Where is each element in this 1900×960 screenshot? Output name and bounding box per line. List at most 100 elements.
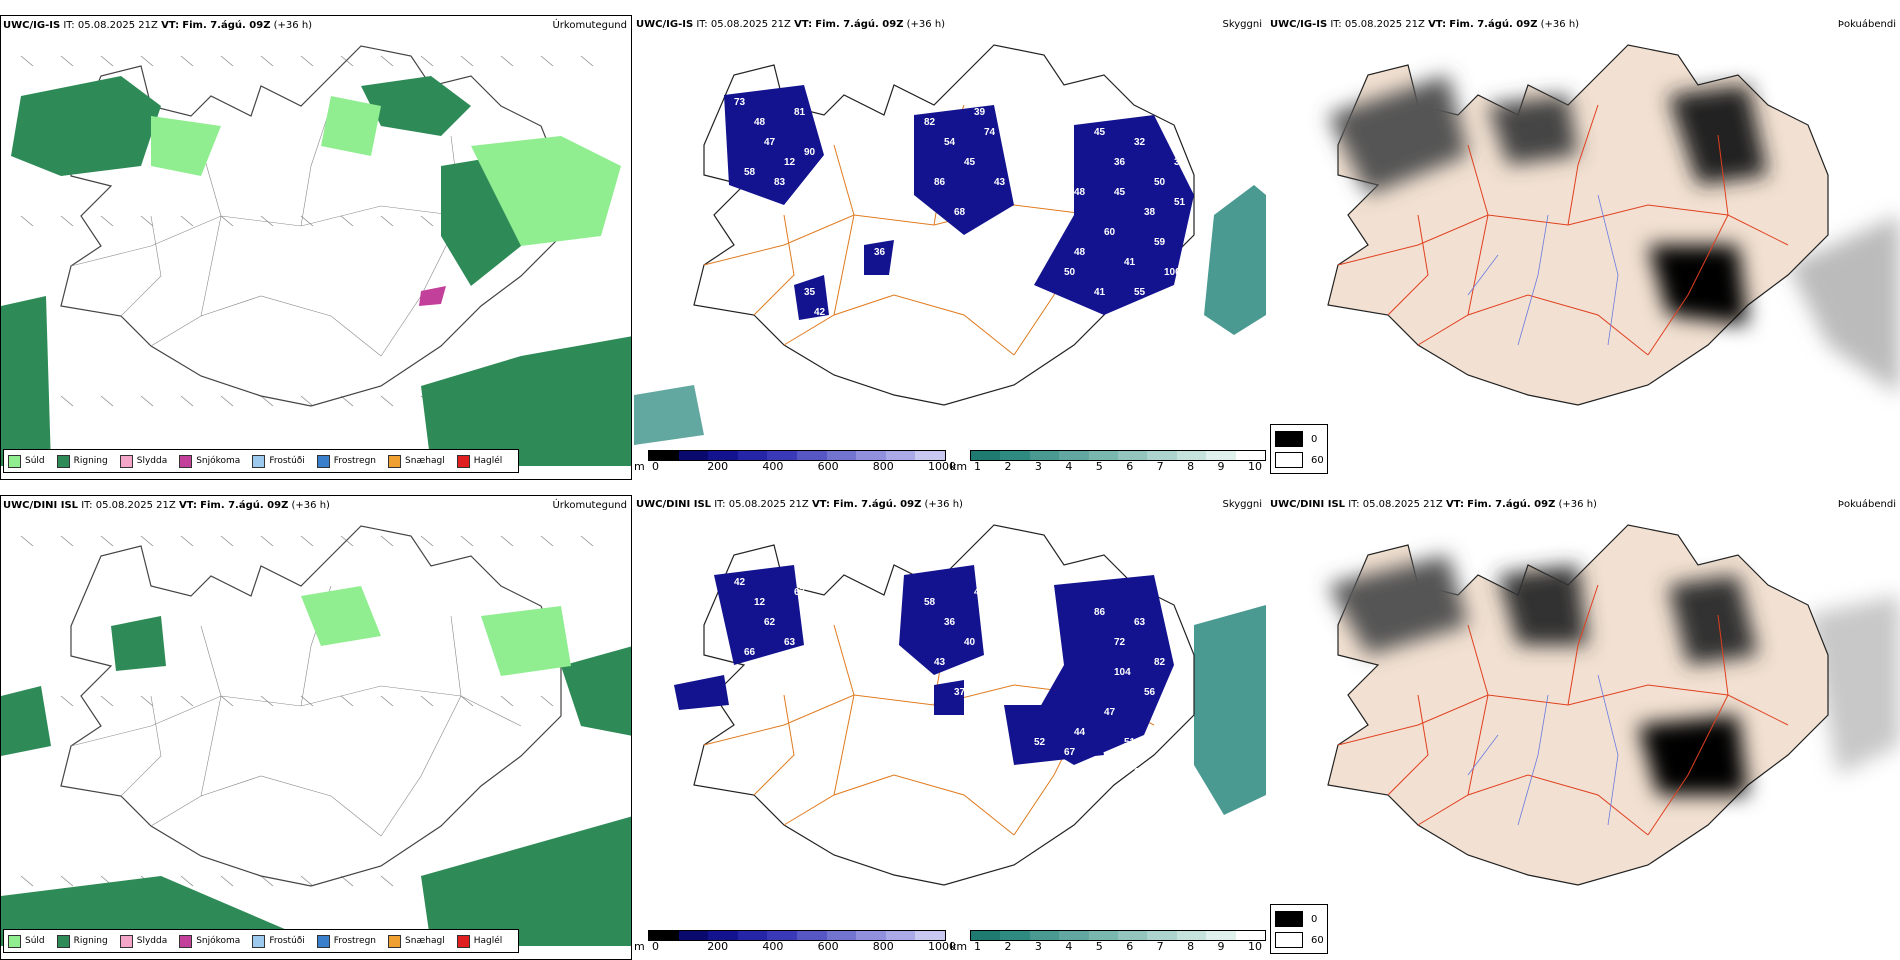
legend-item: Slydda [119,454,167,468]
colorbar-tick: 600 [817,940,839,953]
cloud-base-label: 100 [1164,267,1181,278]
colorbar-tick: 2 [1004,940,1012,953]
visibility-colorbar: km 1 2 3 4 5 6 7 8 9 10 [950,930,1266,956]
cloud-base-label: 52 [1034,737,1046,748]
cloud-base-label: 45 [964,157,976,168]
legend-swatch [252,934,266,948]
legend-label: Súld [25,936,45,946]
legend-swatch [179,934,193,948]
legend-label: Rigning [73,936,108,946]
cloud-base-label: 63 [1134,617,1146,628]
cloud-base-label: 73 [734,97,746,108]
legend-item: Súld [8,454,45,468]
legend-label: Rigning [73,456,108,466]
cloud-base-label: 42 [804,627,816,638]
cloud-base-label: 41 [1094,287,1106,298]
cloud-base-label: 43 [934,657,946,668]
legend-label: Frostregn [333,456,377,466]
colorbar-tick: 8 [1187,460,1195,473]
fog-legend: 0 60 [1270,904,1328,954]
panel-title: Þokuábendi [1837,499,1896,510]
cloud-base-label: 104 [1134,767,1151,778]
legend-item: Frostúði [252,934,305,948]
cloud-colorbar: m 0 200 400 600 800 1000 [634,930,956,956]
fog-map-ig: UWC/IG-IS IT: 05.08.2025 21Z VT: Fim. 7.… [1268,15,1900,480]
fog-indicator-map [1327,524,1900,886]
colorbar-tick: 4 [1065,940,1073,953]
legend-label: Snæhagl [405,936,445,946]
rain-areas [1,586,631,946]
legend-swatch [56,934,70,948]
panel-header: UWC/IG-IS IT: 05.08.2025 21Z VT: Fim. 7.… [636,19,946,30]
cloud-base-label: 38 [1144,207,1156,218]
legend-item: Slydda [119,934,167,948]
cloud-base-label: 12 [784,157,796,168]
cloud-base-label: 81 [994,257,1006,268]
precip-legend: Súld Rigning Slydda Snjókoma Frostúði Frostre… [3,449,520,473]
colorbar-tick: 5 [1095,460,1103,473]
panel-header: UWC/IG-IS IT: 05.08.2025 21Z VT: Fim. 7.… [3,20,313,31]
cloud-base-label: 36 [1114,157,1126,168]
cloud-base-label: 39 [974,107,986,118]
cloud-base-label: 48 [774,657,786,668]
legend-item: Frostregn [316,454,377,468]
cloud-base-label: 36 [874,247,886,258]
cloud-base-label: 50 [1064,267,1076,278]
cloud-base-label: 51 [1174,197,1186,208]
cloud-base-label: 82 [1154,657,1166,668]
panel-header: UWC/DINI ISL IT: 05.08.2025 21Z VT: Fim.… [1270,499,1597,510]
cloud-base-label: 31 [1094,767,1106,778]
fog-swatch-0 [1275,911,1303,927]
legend-item: Rigning [56,934,108,948]
colorbar-tick: 9 [1217,940,1225,953]
cloud-base-label: 42 [974,587,986,598]
cloud-base-label: 35 [804,287,816,298]
rain-areas [1,76,631,466]
panel-title: Skyggni [1222,499,1262,510]
cloud-base-label: 44 [1074,727,1086,738]
legend-swatch [179,454,193,468]
cloud-base-label: 39 [1174,157,1186,168]
precipitation-map [1,525,631,946]
precip-legend: Súld Rigning Slydda Snjókoma Frostúði Frostre… [3,929,520,953]
legend-swatch [316,934,330,948]
fog-legend: 0 60 [1270,424,1328,474]
panel-title: Skyggni [1222,19,1262,30]
cloud-base-label: 48 [1074,187,1086,198]
legend-label: Snjókoma [196,936,241,946]
colorbar-tick: 1 [974,460,981,473]
colorbar-tick: 800 [872,460,894,473]
colorbar-tick: 3 [1034,940,1042,953]
cloud-base-label: 36 [944,617,956,628]
cloud-base-label: 63 [784,637,796,648]
colorbar-tick: 10 [1248,460,1262,473]
legend-label: Snjókoma [196,456,241,466]
legend-label: Frostúði [269,456,305,466]
legend-swatch [119,454,133,468]
legend-label: Frostúði [269,936,305,946]
cloud-base-label: 90 [804,147,816,158]
fog-swatch-60 [1275,932,1303,948]
fog-indicator-map [1327,44,1900,406]
colorbar-tick: 3 [1034,460,1042,473]
legend-item: Haglél [456,454,502,468]
cloud-base-label: 51 [1124,737,1136,748]
legend-swatch [8,934,21,948]
legend-swatch [316,454,330,468]
colorbar-tick: 600 [817,460,839,473]
legend-swatch [252,454,266,468]
legend-swatch [56,454,70,468]
fog-map-dini: UWC/DINI ISL IT: 05.08.2025 21Z VT: Fim.… [1268,495,1900,960]
legend-item: Frostúði [252,454,305,468]
cloud-map-ig: UWC/IG-IS IT: 05.08.2025 21Z VT: Fim. 7.… [634,15,1266,480]
cloud-base-label: 39 [1174,677,1186,688]
cloud-base-label: 58 [924,597,936,608]
cloud-base-label: 37 [954,687,966,698]
colorbar-tick: 800 [872,940,894,953]
cloud-base-label: 59 [1154,237,1166,248]
colorbar-tick: 400 [762,460,784,473]
colorbar-tick: 9 [1217,460,1225,473]
cloud-base-label: 42 [734,577,746,588]
legend-label: Snæhagl [405,456,445,466]
colorbar-tick: 5 [1095,940,1103,953]
